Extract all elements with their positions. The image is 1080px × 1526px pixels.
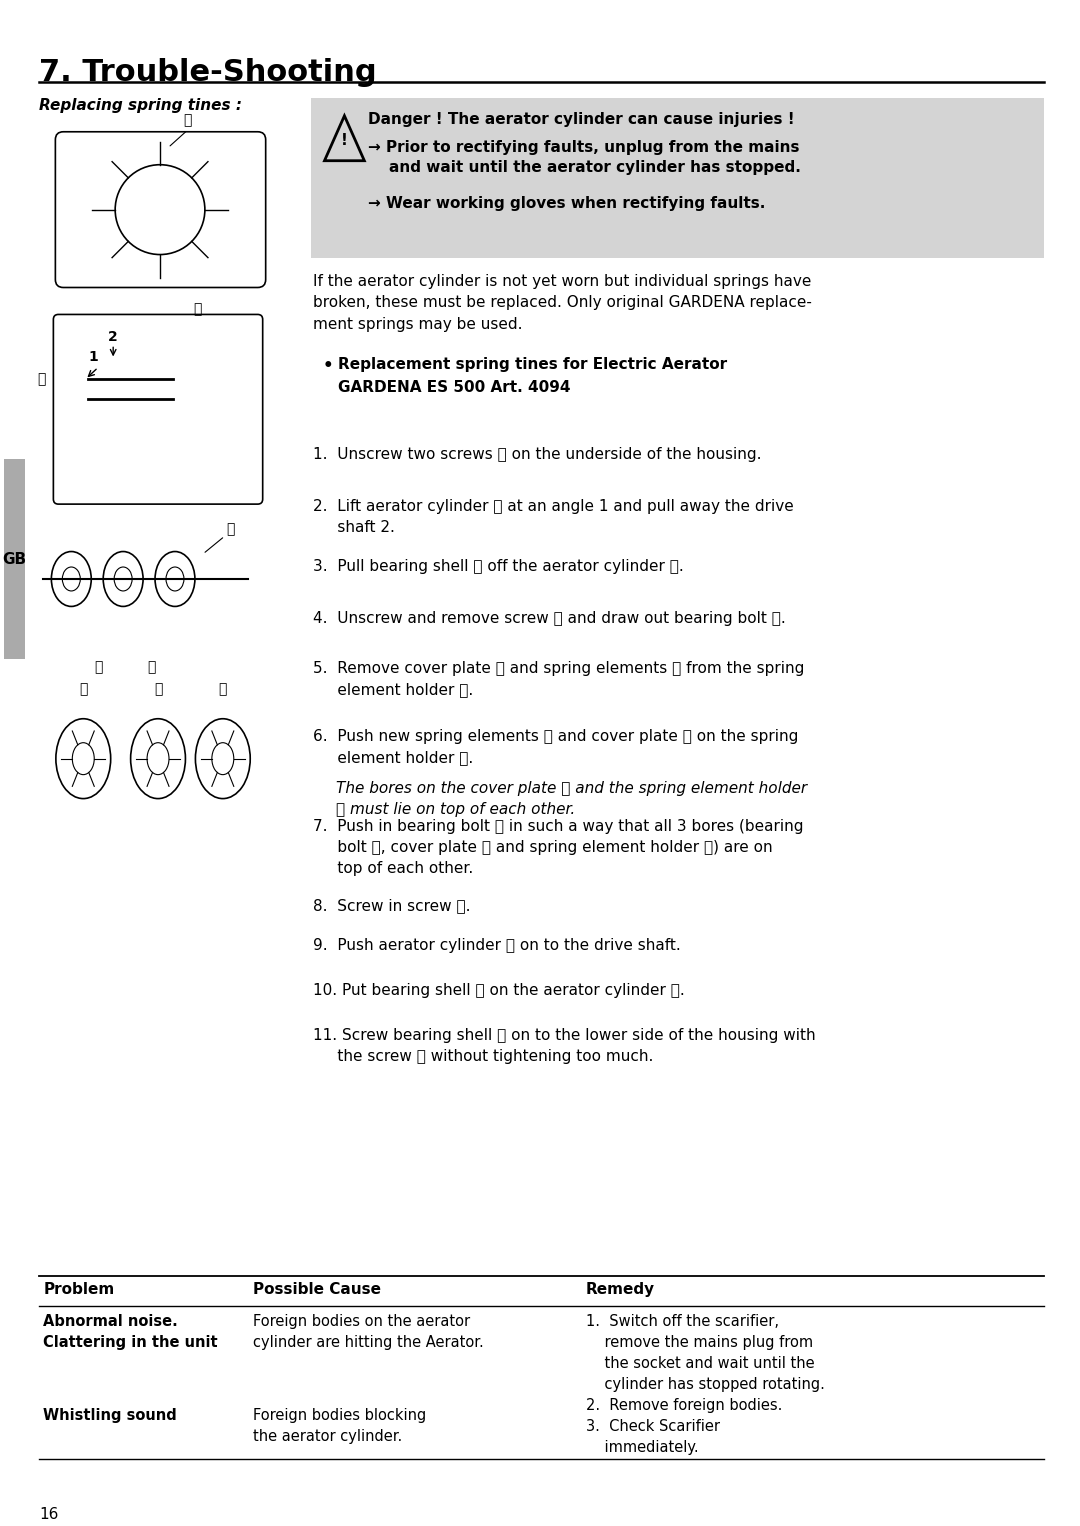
Text: Problem: Problem (43, 1282, 114, 1297)
Text: Replacement spring tines for Electric Aerator
GARDENA ES 500 Art. 4094: Replacement spring tines for Electric Ae… (338, 357, 728, 395)
Text: 1.  Unscrew two screws ⓔ on the underside of the housing.: 1. Unscrew two screws ⓔ on the underside… (312, 447, 761, 462)
Text: ⓛ: ⓛ (79, 682, 87, 696)
Text: Foreign bodies blocking
the aerator cylinder.: Foreign bodies blocking the aerator cyli… (253, 1407, 426, 1444)
Text: ⓙ: ⓙ (147, 659, 156, 674)
Text: 2.  Lift aerator cylinder ⓕ at an angle 1 and pull away the drive
     shaft 2.: 2. Lift aerator cylinder ⓕ at an angle 1… (312, 499, 794, 536)
Text: 5.  Remove cover plate ⓙ and spring elements ⓛ from the spring
     element hold: 5. Remove cover plate ⓙ and spring eleme… (312, 661, 804, 697)
Text: •: • (323, 357, 333, 375)
Text: If the aerator cylinder is not yet worn but individual springs have
broken, thes: If the aerator cylinder is not yet worn … (312, 273, 811, 331)
Text: Abnormal noise.
Clattering in the unit: Abnormal noise. Clattering in the unit (43, 1314, 218, 1349)
Text: ⓙ: ⓙ (218, 682, 227, 696)
Text: ⓔ: ⓔ (184, 113, 192, 127)
Text: 3.  Pull bearing shell ⓖ off the aerator cylinder ⓕ.: 3. Pull bearing shell ⓖ off the aerator … (312, 559, 684, 574)
Text: 6.  Push new spring elements ⓛ and cover plate ⓙ on the spring
     element hold: 6. Push new spring elements ⓛ and cover … (312, 729, 798, 765)
Text: Remedy: Remedy (585, 1282, 654, 1297)
Text: 2: 2 (108, 331, 118, 345)
Text: Replacing spring tines :: Replacing spring tines : (39, 98, 242, 113)
Text: 4.  Unscrew and remove screw ⓗ and draw out bearing bolt ⓘ.: 4. Unscrew and remove screw ⓗ and draw o… (312, 610, 785, 626)
Text: The bores on the cover plate ⓙ and the spring element holder
ⓜ must lie on top o: The bores on the cover plate ⓙ and the s… (337, 781, 808, 816)
Text: GB: GB (2, 551, 27, 566)
Text: 7. Trouble-Shooting: 7. Trouble-Shooting (39, 58, 377, 87)
Text: ⓖ: ⓖ (37, 372, 45, 386)
Text: 16: 16 (39, 1508, 58, 1523)
Text: 10. Put bearing shell ⓖ on the aerator cylinder ⓕ.: 10. Put bearing shell ⓖ on the aerator c… (312, 983, 685, 998)
Text: ⓗ: ⓗ (94, 659, 103, 674)
Text: ⓕ: ⓕ (193, 302, 202, 316)
Text: 8.  Screw in screw ⓗ.: 8. Screw in screw ⓗ. (312, 899, 470, 914)
Text: Possible Cause: Possible Cause (253, 1282, 381, 1297)
FancyBboxPatch shape (3, 459, 26, 659)
Text: 1: 1 (89, 351, 98, 365)
Text: → Prior to rectifying faults, unplug from the mains
    and wait until the aerat: → Prior to rectifying faults, unplug fro… (368, 140, 801, 175)
Text: ⓚ: ⓚ (153, 682, 162, 696)
Text: 11. Screw bearing shell ⓖ on to the lower side of the housing with
     the scre: 11. Screw bearing shell ⓖ on to the lowe… (312, 1029, 815, 1064)
FancyBboxPatch shape (311, 98, 1044, 258)
Text: 7.  Push in bearing bolt ⓘ in such a way that all 3 bores (bearing
     bolt ⓘ, : 7. Push in bearing bolt ⓘ in such a way … (312, 818, 804, 876)
Text: 9.  Push aerator cylinder ⓕ on to the drive shaft.: 9. Push aerator cylinder ⓕ on to the dri… (312, 938, 680, 954)
Text: Danger ! The aerator cylinder can cause injuries !: Danger ! The aerator cylinder can cause … (368, 111, 795, 127)
Text: Whistling sound: Whistling sound (43, 1407, 177, 1422)
Text: !: ! (341, 133, 348, 148)
Text: ⓘ: ⓘ (227, 522, 235, 536)
Text: Foreign bodies on the aerator
cylinder are hitting the Aerator.: Foreign bodies on the aerator cylinder a… (253, 1314, 484, 1349)
Text: 1.  Switch off the scarifier,
    remove the mains plug from
    the socket and : 1. Switch off the scarifier, remove the … (585, 1314, 824, 1454)
Text: → Wear working gloves when rectifying faults.: → Wear working gloves when rectifying fa… (368, 195, 766, 211)
